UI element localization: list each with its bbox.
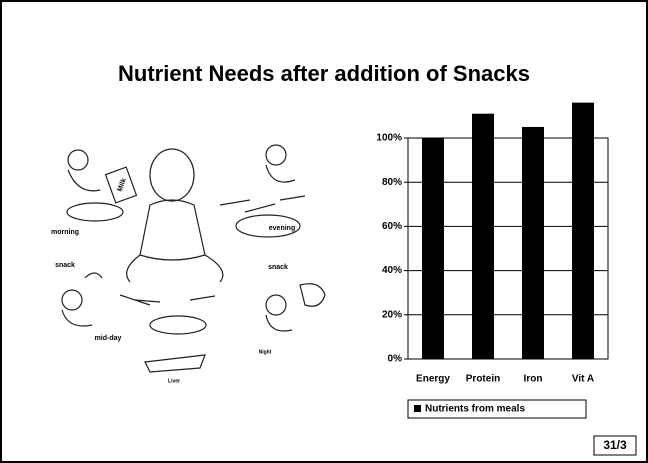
illustration-label: Milk: [117, 177, 128, 192]
illustration-label: Liver: [168, 378, 180, 384]
illustration-label: snack: [55, 262, 75, 269]
illustration-label: Night: [259, 349, 272, 355]
y-tick-label: 60%: [382, 221, 402, 232]
illustration-label: evening: [269, 225, 295, 232]
legend-label: Nutrients from meals: [425, 404, 525, 415]
y-tick-label: 40%: [382, 265, 402, 276]
bar: [522, 126, 544, 359]
x-tick-label: Iron: [524, 374, 543, 385]
bar: [472, 113, 494, 359]
bar: [572, 102, 594, 359]
legend-box: [407, 399, 587, 419]
page-number: 31/3: [603, 438, 627, 452]
illustration-label: mid-day: [95, 335, 122, 342]
y-tick-label: 100%: [376, 133, 402, 144]
slide-title: Nutrient Needs after addition of Snacks: [118, 61, 530, 86]
x-tick-label: Energy: [416, 374, 450, 385]
x-tick-label: Vit A: [572, 374, 594, 385]
bar: [422, 138, 444, 359]
legend-swatch: [414, 405, 421, 412]
illustration: [61, 144, 326, 373]
y-tick-label: 0%: [388, 354, 403, 365]
y-tick-label: 80%: [382, 177, 402, 188]
illustration-label: snack: [268, 264, 288, 271]
y-tick-label: 20%: [382, 309, 402, 320]
illustration-label: morning: [51, 229, 79, 236]
page-number-box: [593, 435, 637, 456]
x-tick-label: Protein: [466, 374, 500, 385]
